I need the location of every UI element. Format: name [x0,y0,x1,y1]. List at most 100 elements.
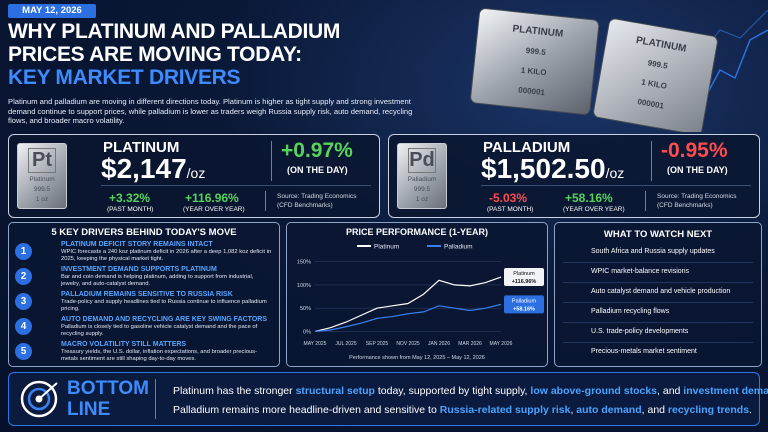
legend-label: Palladium [444,244,473,251]
driver-text: WPIC forecasts a 240 koz platinum defici… [61,249,272,262]
metal-symbol: Pd [408,148,436,173]
watch-item: Palladium recycling flows [591,308,670,315]
source: (CFD Benchmarks) [277,202,333,209]
title-line: PRICES ARE MOVING TODAY: [8,43,302,66]
day-label: (ON THE DAY) [667,165,728,175]
price-unit: /oz [186,165,206,181]
source: (CFD Benchmarks) [657,202,713,209]
x-tick-label: SEP 2025 [366,341,389,347]
driver-heading: INVESTMENT DEMAND SUPPORTS PLATINUM [61,266,217,273]
highlight: low above-ground stocks [530,385,658,397]
driver-text: Bar and coin demand is helping platinum,… [61,274,254,287]
driver-heading: PLATINUM DEFICIT STORY REMAINS INTACT [61,241,213,248]
legend-label: Platinum [374,244,399,251]
text: Palladium remains more headline-driven a… [173,404,440,416]
title: WHY PLATINUM AND PALLADIUM PRICES ARE MO… [8,20,340,89]
bottom-line-text: Platinum has the stronger structural set… [173,382,768,401]
divider [271,141,272,181]
metal-icon: Pd Palladium 999.5 1 oz [397,143,447,209]
bottom-label-line: LINE [67,399,111,420]
text: , and [657,385,684,397]
price-row: $2,147/oz [101,153,205,185]
y-tick-label: 0% [303,329,311,335]
bottom-label: BOTTOM LINE [67,378,149,420]
divider [155,379,156,419]
text: , [570,404,577,416]
watch-item: South Africa and Russia supply updates [591,248,715,255]
separator [563,282,753,283]
driver-text: Treasury yields, the U.S. dollar, inflat… [61,349,258,362]
bar-text: 1 KILO [520,66,547,78]
bottom-line-text: Palladium remains more headline-driven a… [173,401,768,420]
text: today, supported by tight supply, [374,385,531,397]
metal-icon-text: 999.5 [33,186,51,193]
separator [563,302,753,303]
x-tick-label: MAY 2025 [304,341,327,347]
drivers-panel: 5 KEY DRIVERS BEHIND TODAY'S MOVE 1 PLATIN… [8,222,280,367]
series-line [314,303,502,333]
metal-symbol: Pt [28,148,56,173]
driver-number: 2 [15,268,32,285]
subtitle: KEY MARKET DRIVERS [8,66,241,89]
source: Source: Trading Economics [277,193,357,200]
watch-item: Auto catalyst demand and vehicle product… [591,288,731,295]
y-tick-label: 100% [297,283,311,289]
y-tick-label: 150% [297,260,311,266]
intro: Platinum and palladium are moving in dif… [8,97,413,125]
text: Platinum has the stronger [173,385,296,397]
bar-text: 999.5 [647,58,669,70]
price-unit: /oz [605,165,625,181]
separator [563,322,753,323]
metal-name: PALLADIUM [483,139,571,156]
source: Source: Trading Economics [657,193,737,200]
x-tick-label: JAN 2026 [428,341,450,347]
end-callout-value: +116.96% [512,279,537,285]
price-row: $1,502.50/oz [481,153,624,185]
year-change: +58.16% [565,191,613,205]
watch-item: U.S. trade-policy developments [591,328,689,335]
bar-body [593,18,718,132]
month-label: (PAST MONTH) [487,206,534,213]
text: , and [641,404,668,416]
platinum-card: Pt Platinum 999.5 1 oz PLATINUM $2,147/oz +0.9… [8,134,380,218]
bottom-line: BOTTOM LINE Platinum has the stronger st… [8,372,768,426]
chart-title: PRICE PERFORMANCE (1-YEAR) [346,227,488,237]
x-tick-label: JUL 2025 [335,341,356,347]
divider [101,185,371,186]
metal-icon: Pt Platinum 999.5 1 oz [17,143,67,209]
divider [645,191,646,211]
driver-text: Trade-policy and supply headlines tied t… [61,299,267,312]
target-icon [20,380,58,418]
end-callout-name: Platinum [513,271,535,277]
end-callout-name: Palladium [512,298,537,304]
watch-panel: WHAT TO WATCH NEXT South Africa and Russi… [554,222,762,367]
text: . [749,404,752,416]
metal-name: PLATINUM [103,139,180,156]
metal-icon-text: Palladium [407,176,437,183]
metal-icon-text: 1 oz [415,196,429,203]
month-change: +3.32% [109,191,151,205]
day-label: (ON THE DAY) [287,165,348,175]
divider [481,185,751,186]
driver-number: 4 [15,318,32,335]
title-line: WHY PLATINUM AND PALLADIUM [8,20,341,43]
end-callout-value: +58.16% [513,306,535,312]
separator [563,342,753,343]
metal-icon-text: 1 oz [35,196,49,203]
driver-text: Palladium is closely tied to gasoline ve… [61,324,258,337]
watch-item: WPIC market-balance revisions [591,268,690,275]
highlight: structural setup [295,385,375,397]
driver-number: 1 [15,243,32,260]
x-tick-label: MAR 2026 [458,341,482,347]
x-tick-label: MAY 2026 [490,341,513,347]
chart: PRICE PERFORMANCE (1-YEAR) Platinum Pallad… [297,227,544,361]
x-tick-label: NOV 2025 [396,341,420,347]
metal-icon-text: Platinum [29,176,55,183]
highlight: investment demand [683,385,768,397]
driver-heading: MACRO VOLATILITY STILL MATTERS [61,341,187,348]
year-change: +116.96% [185,191,239,205]
